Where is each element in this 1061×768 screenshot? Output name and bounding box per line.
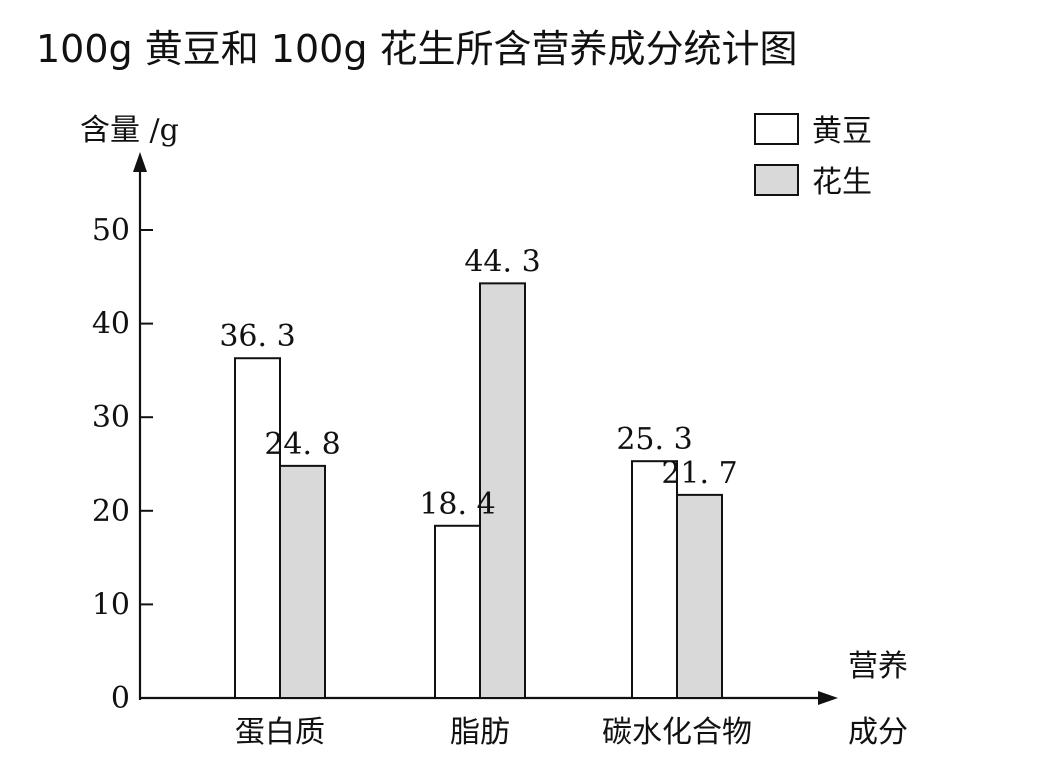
y-tick-label: 0 (111, 681, 130, 716)
category-label: 碳水化合物 (602, 715, 752, 750)
y-tick-label: 40 (92, 307, 130, 342)
value-label-peanut-0: 24. 8 (264, 427, 340, 462)
value-label-soybean-0: 36. 3 (219, 319, 295, 354)
bars (234, 282, 723, 700)
category-label: 蛋白质 (235, 715, 325, 750)
x-axis-arrow (818, 691, 838, 705)
bar-soybean-1 (434, 524, 481, 699)
x-axis-label-line2: 成分 (848, 715, 908, 750)
category-labels: 蛋白质 脂肪 碳水化合物 (235, 715, 752, 750)
bar-peanut-2 (676, 493, 723, 699)
value-labels: 36. 3 24. 8 18. 4 44. 3 25. 321. 7 (219, 244, 737, 521)
value-label-peanut-2: 21. 7 (661, 456, 737, 491)
y-tick-label: 50 (92, 213, 130, 248)
y-axis-arrow (133, 152, 147, 172)
legend-label-peanut: 花生 (812, 165, 872, 200)
y-tick-label: 20 (92, 494, 130, 529)
y-ticks: 0 10 20 30 40 50 (92, 213, 153, 716)
x-axis-label-line1: 营养 (848, 649, 908, 684)
bar-soybean-0 (234, 357, 281, 699)
chart-title: 100g 黄豆和 100g 花生所含营养成分统计图 (36, 27, 798, 71)
legend-swatch-soybean (754, 113, 799, 145)
value-label-peanut-1: 44. 3 (464, 244, 540, 279)
bar-peanut-1 (479, 282, 526, 699)
value-label-soybean-2: 25. 3 (616, 422, 692, 457)
category-label: 脂肪 (450, 715, 510, 750)
y-tick-label: 10 (92, 587, 130, 622)
y-axis-label: 含量 /g (80, 113, 179, 148)
bar-peanut-0 (279, 464, 326, 700)
legend: 黄豆 花生 (754, 113, 872, 200)
y-tick-label: 30 (92, 400, 130, 435)
value-label-soybean-1: 18. 4 (419, 487, 495, 522)
legend-swatch-peanut (754, 164, 799, 196)
y-axis (133, 152, 147, 700)
legend-label-soybean: 黄豆 (812, 114, 872, 149)
bar-soybean-2 (631, 460, 678, 699)
